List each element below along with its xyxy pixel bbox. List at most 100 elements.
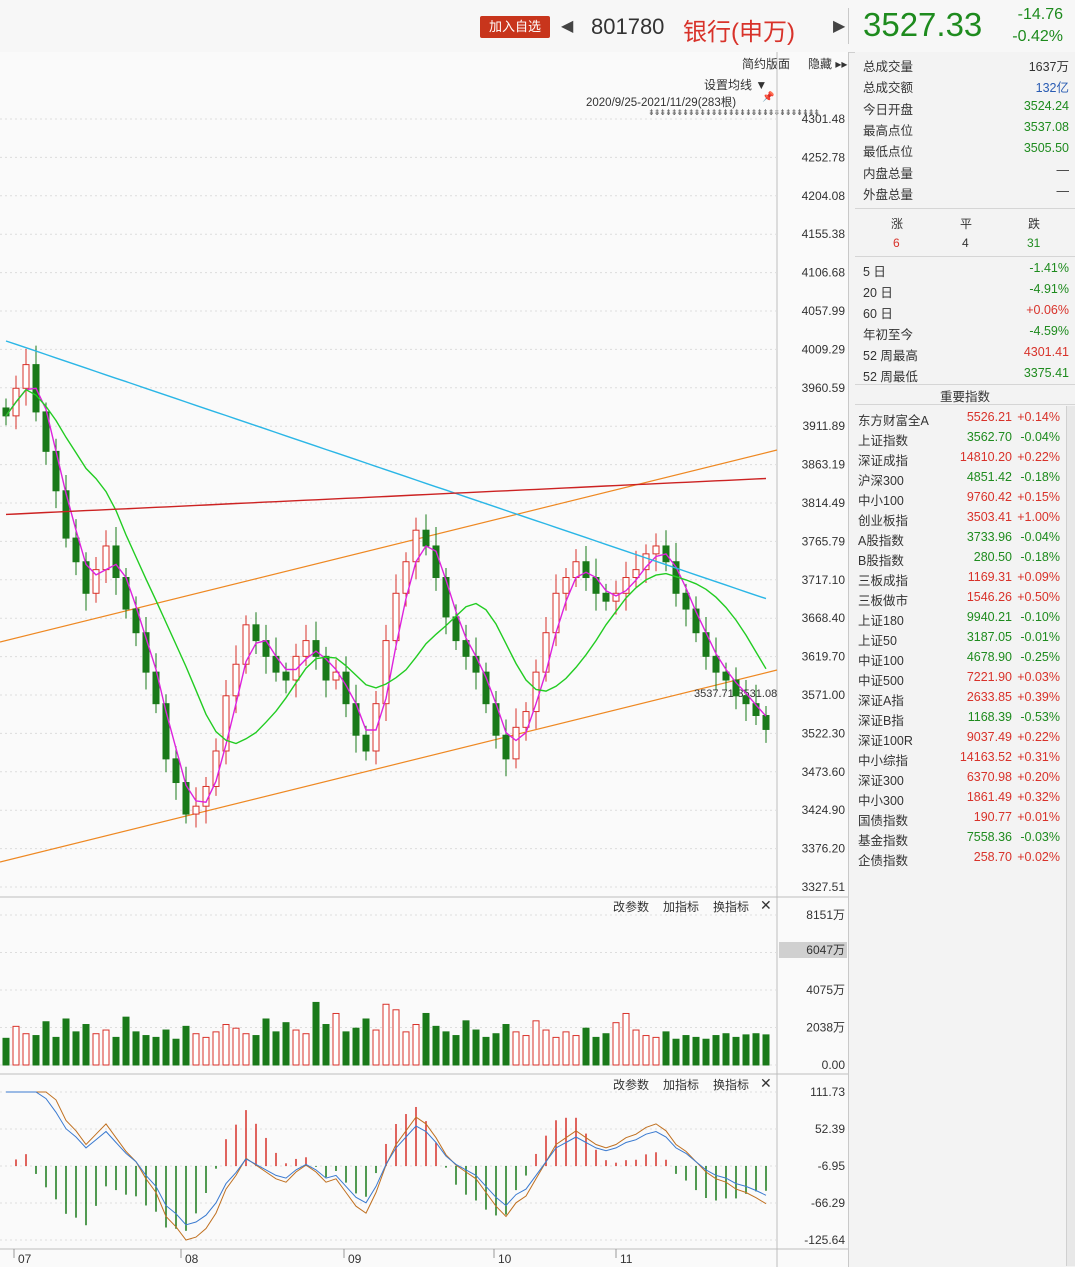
volume-bar	[552, 1036, 560, 1066]
index-row[interactable]: 深证100R 9037.49 +0.22%	[858, 729, 1068, 749]
volume-bar	[742, 1034, 750, 1066]
index-row[interactable]: 三板做市 1546.26 +0.50%	[858, 589, 1068, 609]
volume-bar	[22, 1033, 30, 1066]
index-row[interactable]: A股指数 3733.96 -0.04%	[858, 529, 1068, 549]
index-row[interactable]: 中小100 9760.42 +0.15%	[858, 489, 1068, 509]
volume-bar	[732, 1036, 740, 1066]
pin-icon[interactable]: 📌	[762, 92, 775, 103]
stat-value: -4.91%	[1029, 282, 1069, 296]
add-to-watchlist-button[interactable]: 加入自选	[480, 16, 550, 38]
index-name: 三板成指	[858, 574, 909, 588]
candle-body	[452, 616, 460, 642]
index-point: 1546.26	[966, 590, 1012, 604]
index-row[interactable]: 深证A指 2633.85 +0.39%	[858, 689, 1068, 709]
index-row[interactable]: 上证50 3187.05 -0.01%	[858, 629, 1068, 649]
range-scroll-dots[interactable]: ⇟⇟⇟⇟⇟⇟⇟⇟⇟⇟⇟⇟⇟⇟⇟⇟⇟⇟⇟⇟⇟⇟⇟⇟⇟⇟⇟⇟⇟⇟	[648, 108, 820, 117]
index-row[interactable]: 中证100 4678.90 -0.25%	[858, 649, 1068, 669]
index-row[interactable]: 中小综指 14163.52 +0.31%	[858, 749, 1068, 769]
volume-bar	[692, 1036, 700, 1066]
vol-close-icon[interactable]: ✕	[760, 897, 772, 913]
price-tick-label: 3376.20	[802, 842, 846, 856]
stock-name: 银行(申万)	[683, 19, 795, 46]
price-tick-label: 3473.60	[802, 765, 846, 779]
volume-bar	[212, 1031, 220, 1066]
volume-bar	[712, 1035, 720, 1066]
macd-close-icon[interactable]: ✕	[760, 1075, 772, 1091]
price-tick-label: 3571.00	[802, 688, 846, 702]
vol-switch-indicator-button[interactable]: 换指标	[713, 900, 750, 914]
volume-bar	[172, 1038, 180, 1066]
ma-setting-dropdown[interactable]: 设置均线 ▼	[704, 78, 768, 92]
index-name: 创业板指	[858, 514, 909, 528]
index-row[interactable]: 基金指数 7558.36 -0.03%	[858, 829, 1068, 849]
index-row[interactable]: 东方财富全A 5526.21 +0.14%	[858, 409, 1068, 429]
stat-row: 最高点位 3537.08	[863, 118, 1069, 138]
stat-value: —	[1056, 183, 1070, 198]
volume-bar	[522, 1035, 530, 1066]
macd-tick-label: -125.64	[804, 1233, 845, 1247]
prev-arrow-icon[interactable]: ◀	[561, 18, 574, 35]
candle-body	[572, 561, 580, 579]
index-change: +0.22%	[1017, 450, 1060, 464]
x-axis-label: 07	[18, 1252, 32, 1266]
stat-value: 3537.08	[1023, 119, 1069, 134]
index-name: 深证100R	[858, 734, 913, 748]
index-name: 上证180	[858, 614, 904, 628]
candle-body	[402, 561, 410, 594]
index-name: 深证成指	[858, 454, 909, 468]
volume-bar	[482, 1036, 490, 1066]
stat-row: 5 日 -1.41%	[863, 259, 1069, 279]
index-row[interactable]: 中小300 1861.49 +0.32%	[858, 789, 1068, 809]
index-name: 上证50	[858, 634, 897, 648]
stat-row: 总成交额 132亿	[863, 75, 1069, 95]
kline-chart[interactable]: 4301.48 4252.78 4204.08 4155.38 4106.68 4057.…	[0, 52, 848, 1267]
volume-bar	[662, 1031, 670, 1066]
index-row[interactable]: B股指数 280.50 -0.18%	[858, 549, 1068, 569]
macd-add-indicator-button[interactable]: 加指标	[663, 1078, 700, 1092]
indices-scrollbar[interactable]	[1066, 406, 1075, 1266]
volume-bar	[182, 1025, 190, 1066]
index-row[interactable]: 中证500 7221.90 +0.03%	[858, 669, 1068, 689]
volume-bar	[632, 1029, 640, 1066]
volume-current-label: 6047万	[806, 943, 845, 957]
macd-params-button[interactable]: 改参数	[613, 1078, 650, 1092]
ma-line-ma5	[5, 387, 767, 803]
index-row[interactable]: 国债指数 190.77 +0.01%	[858, 809, 1068, 829]
index-row[interactable]: 深证300 6370.98 +0.20%	[858, 769, 1068, 789]
index-row[interactable]: 上证指数 3562.70 -0.04%	[858, 429, 1068, 449]
volume-bar	[452, 1035, 460, 1066]
index-row[interactable]: 沪深300 4851.42 -0.18%	[858, 469, 1068, 489]
candle-body	[62, 490, 70, 539]
price-tick-label: 4204.08	[802, 189, 846, 203]
index-row[interactable]: 上证180 9940.21 -0.10%	[858, 609, 1068, 629]
candle-body	[382, 640, 390, 705]
index-row[interactable]: 深证B指 1168.39 -0.53%	[858, 709, 1068, 729]
vol-params-button[interactable]: 改参数	[613, 900, 650, 914]
vol-add-indicator-button[interactable]: 加指标	[663, 900, 700, 914]
candle-body	[682, 592, 690, 610]
index-row[interactable]: 三板成指 1169.31 +0.09%	[858, 569, 1068, 589]
candle-body	[412, 529, 420, 563]
index-point: 14163.52	[959, 750, 1012, 764]
index-point: 9037.49	[966, 730, 1012, 744]
volume-bar	[122, 1016, 130, 1066]
index-row[interactable]: 企债指数 258.70 +0.02%	[858, 849, 1068, 869]
index-name: A股指数	[858, 534, 904, 548]
candle-body	[612, 592, 620, 602]
index-row[interactable]: 深证成指 14810.20 +0.22%	[858, 449, 1068, 469]
volume-bar	[322, 1024, 330, 1066]
hide-panel-link[interactable]: 隐藏 ▸▸	[808, 57, 848, 71]
simple-layout-link[interactable]: 简约版面	[742, 57, 791, 71]
candle-body	[462, 640, 470, 657]
stat-row: 今日开盘 3524.24	[863, 97, 1069, 117]
next-arrow-icon[interactable]: ▶	[833, 18, 846, 35]
index-row[interactable]: 创业板指 3503.41 +1.00%	[858, 509, 1068, 529]
stat-label: 内盘总量	[863, 166, 914, 181]
index-name: 深证300	[858, 774, 904, 788]
stat-value: 132亿	[1035, 81, 1069, 96]
index-change: -0.03%	[1020, 830, 1060, 844]
macd-switch-indicator-button[interactable]: 换指标	[713, 1078, 750, 1092]
stat-row: 年初至今 -4.59%	[863, 322, 1069, 342]
macd-tick-label: -6.95	[818, 1159, 846, 1173]
index-change: -0.18%	[1020, 550, 1060, 564]
